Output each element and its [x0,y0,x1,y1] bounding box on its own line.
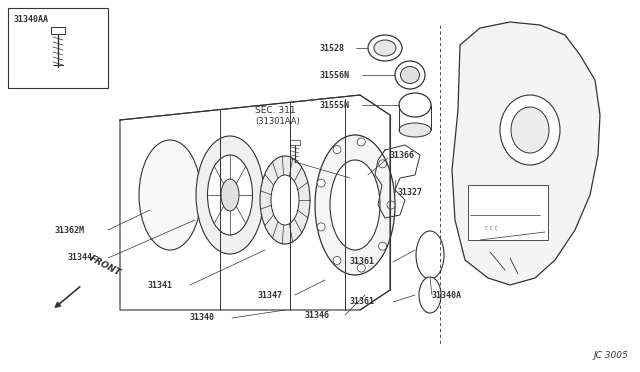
Ellipse shape [221,179,239,211]
Text: 31366: 31366 [390,151,415,160]
Text: 31347: 31347 [258,291,283,299]
Text: ζ ζ ζ: ζ ζ ζ [485,226,497,231]
Bar [290,140,300,145]
Text: 31555N: 31555N [320,100,350,109]
Circle shape [357,138,365,146]
Bar [51,27,65,34]
Ellipse shape [399,123,431,137]
Ellipse shape [399,93,431,117]
Ellipse shape [419,277,441,313]
Text: 31327: 31327 [398,187,423,196]
Ellipse shape [271,175,299,225]
Circle shape [387,201,395,209]
Text: 31340A: 31340A [432,291,462,299]
Ellipse shape [416,231,444,279]
Ellipse shape [500,95,560,165]
Ellipse shape [401,67,419,83]
Text: 31346: 31346 [305,311,330,320]
Text: 31340AA: 31340AA [14,15,49,24]
Bar [8,8,108,88]
Circle shape [333,145,341,154]
Ellipse shape [139,140,201,250]
Ellipse shape [315,135,395,275]
Text: 31362M: 31362M [55,225,85,234]
Text: 31556N: 31556N [320,71,350,80]
Ellipse shape [368,35,402,61]
Text: FRONT: FRONT [88,254,122,278]
Circle shape [333,256,341,264]
Circle shape [357,264,365,272]
Text: SEC. 311: SEC. 311 [255,106,296,115]
Text: 31361: 31361 [350,298,375,307]
Text: 31341: 31341 [148,280,173,289]
Text: 31344: 31344 [68,253,93,263]
Polygon shape [452,22,600,285]
Ellipse shape [395,61,425,89]
Ellipse shape [511,107,549,153]
Circle shape [379,242,387,250]
Circle shape [317,223,325,231]
Ellipse shape [196,136,264,254]
Ellipse shape [374,40,396,56]
Ellipse shape [207,155,253,235]
Text: 31361: 31361 [350,257,375,266]
Circle shape [317,179,325,187]
Text: 31528: 31528 [320,44,345,52]
Circle shape [379,160,387,168]
Bar [468,185,548,240]
Text: (31301AA): (31301AA) [255,117,300,126]
Text: 31340: 31340 [190,314,215,323]
Ellipse shape [260,156,310,244]
Text: JC 3005: JC 3005 [593,351,628,360]
Ellipse shape [330,160,380,250]
